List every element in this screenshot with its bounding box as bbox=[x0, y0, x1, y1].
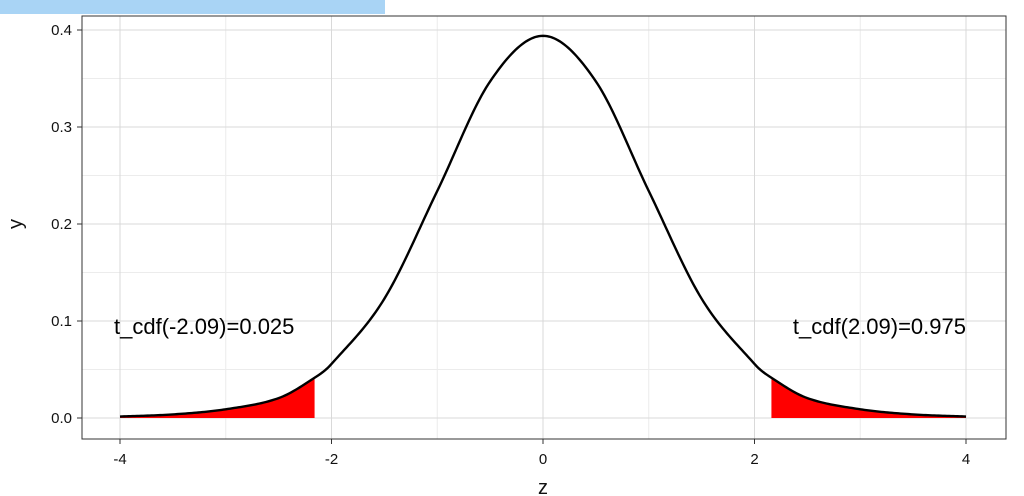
x-axis-title: z bbox=[538, 477, 548, 496]
y-axis-title: y bbox=[5, 219, 27, 229]
y-tick-label: 0.1 bbox=[51, 313, 72, 330]
header-bar bbox=[0, 0, 385, 14]
x-tick-label: -4 bbox=[113, 451, 126, 468]
minor-gridlines bbox=[82, 16, 1006, 439]
x-tick-label: -2 bbox=[325, 451, 338, 468]
density-curve bbox=[119, 34, 967, 418]
x-tick-label: 0 bbox=[539, 451, 547, 468]
x-tick-label: 4 bbox=[962, 451, 970, 468]
shaded-tails bbox=[120, 377, 966, 418]
y-tick-label: 0.0 bbox=[51, 410, 72, 427]
y-axis: 0.0 0.1 0.2 0.3 0.4 bbox=[51, 22, 82, 427]
y-tick-label: 0.4 bbox=[51, 22, 72, 39]
x-tick-label: 2 bbox=[750, 451, 758, 468]
x-axis: -4 -2 0 2 4 bbox=[113, 439, 970, 468]
left-tail-annotation: t_cdf(-2.09)=0.025 bbox=[114, 314, 294, 339]
major-gridlines bbox=[82, 16, 1006, 439]
right-tail-area bbox=[771, 377, 966, 418]
y-tick-label: 0.3 bbox=[51, 119, 72, 136]
right-tail-annotation: t_cdf(2.09)=0.975 bbox=[793, 314, 966, 339]
plot-panel-border bbox=[81, 15, 1007, 440]
left-tail-area bbox=[120, 377, 315, 418]
y-tick-label: 0.2 bbox=[51, 216, 72, 233]
